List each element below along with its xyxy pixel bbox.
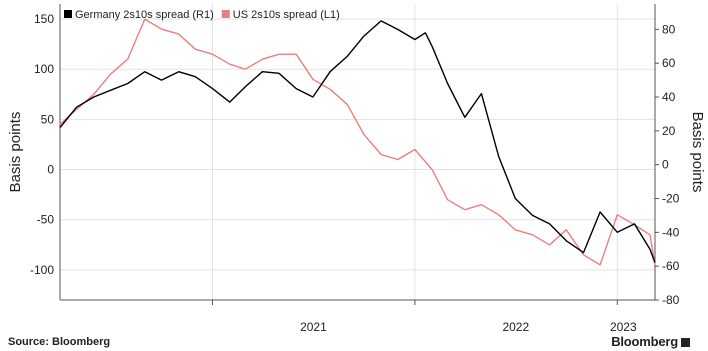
y-tick-label-left: 50: [41, 112, 55, 126]
line-chart: 150 100 50 0 -50 -100 80 60 40 20 0 -20 -40 -60 -80 202…: [7, 4, 706, 334]
x-tick-label: 2023: [610, 320, 637, 334]
source-note: Source: Bloomberg: [8, 336, 111, 348]
axes: 150 100 50 0 -50 -100 80 60 40 20 0 -20 -40 -60 -80 202…: [30, 4, 680, 334]
series-line-germany: [59, 20, 656, 264]
brand-logo: Bloomberg: [611, 334, 690, 349]
y-tick-label-right: -20: [662, 192, 680, 206]
y-tick-label-right: 60: [662, 56, 676, 70]
y-tick-label-right: -80: [662, 293, 680, 307]
legend-swatch-us: [221, 10, 230, 18]
gridlines: [60, 4, 655, 300]
y-axis-title-right: Basis points: [689, 112, 706, 193]
series-line-us: [59, 18, 656, 266]
y-tick-label-left: 100: [34, 62, 54, 76]
x-tick-label: 2021: [300, 320, 327, 334]
y-tick-label-left: -100: [30, 263, 54, 277]
y-tick-label-right: 0: [662, 158, 669, 172]
legend-label-us: US 2s10s spread (L1): [233, 9, 340, 21]
y-tick-label-right: -60: [662, 259, 680, 273]
y-axis-title-left: Basis points: [7, 112, 24, 193]
series-lines: [59, 18, 656, 266]
y-tick-label-right: -40: [662, 225, 680, 239]
y-tick-label-right: 80: [662, 22, 676, 36]
y-tick-label-right: 40: [662, 90, 676, 104]
x-tick-label: 2022: [502, 320, 529, 334]
y-tick-label-left: 0: [47, 163, 54, 177]
y-tick-label-left: 150: [34, 12, 54, 26]
y-tick-label-right: 20: [662, 124, 676, 138]
y-tick-label-left: -50: [37, 213, 55, 227]
bloomberg-icon: [681, 338, 690, 347]
legend-label-germany: Germany 2s10s spread (R1): [75, 9, 214, 21]
legend: Germany 2s10s spread (R1) US 2s10s spread…: [64, 9, 340, 21]
legend-swatch-germany: [64, 10, 72, 18]
